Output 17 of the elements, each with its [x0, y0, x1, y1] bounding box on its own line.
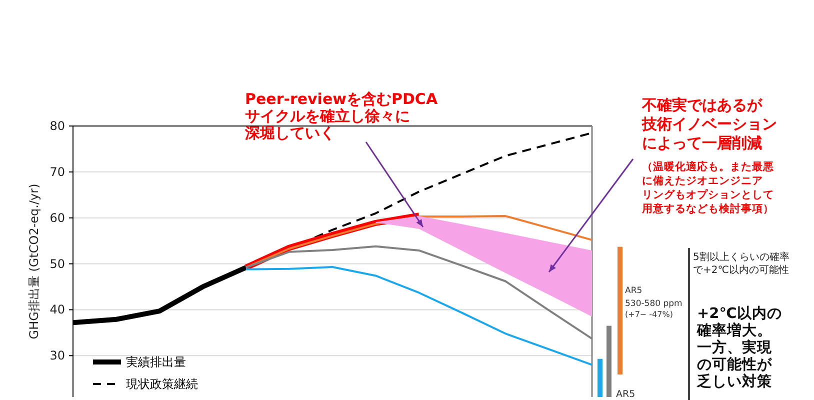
y-axis-title: GHG排出量 (GtCO2-eq./yr) [27, 184, 41, 340]
text: 5割以上くらいの確率で+2℃以内の可能性 [693, 251, 790, 276]
y-tick-label: 60 [50, 210, 65, 225]
legend-label: 現状政策継続 [126, 377, 198, 391]
text: AR5 530-580 ppm [625, 286, 682, 309]
y-tick-label: 80 [50, 119, 65, 133]
text: 不確実ではあるが技術イノベーションによって一層削減 [641, 96, 777, 152]
y-tick-label: 70 [50, 164, 65, 179]
annotation: AR5 [616, 389, 636, 400]
text: (+7− -47%) [625, 310, 673, 319]
text: +2℃以内の確率増大。一方、実現の可能性が乏しい対策 [696, 305, 782, 390]
y-tick-label: 50 [50, 256, 65, 271]
annotation: Peer-reviewを含むPDCAサイクルを確立し徐々に深堀していく [244, 90, 438, 142]
y-tick-label: 30 [50, 348, 65, 363]
legend-label: 実績排出量 [126, 355, 186, 369]
text: （温暖化適応も。また最悪に備えたジオエンジニアリングもオプションとして用意するなども検討事項） [641, 160, 774, 215]
y-tick-label: 40 [50, 302, 65, 317]
